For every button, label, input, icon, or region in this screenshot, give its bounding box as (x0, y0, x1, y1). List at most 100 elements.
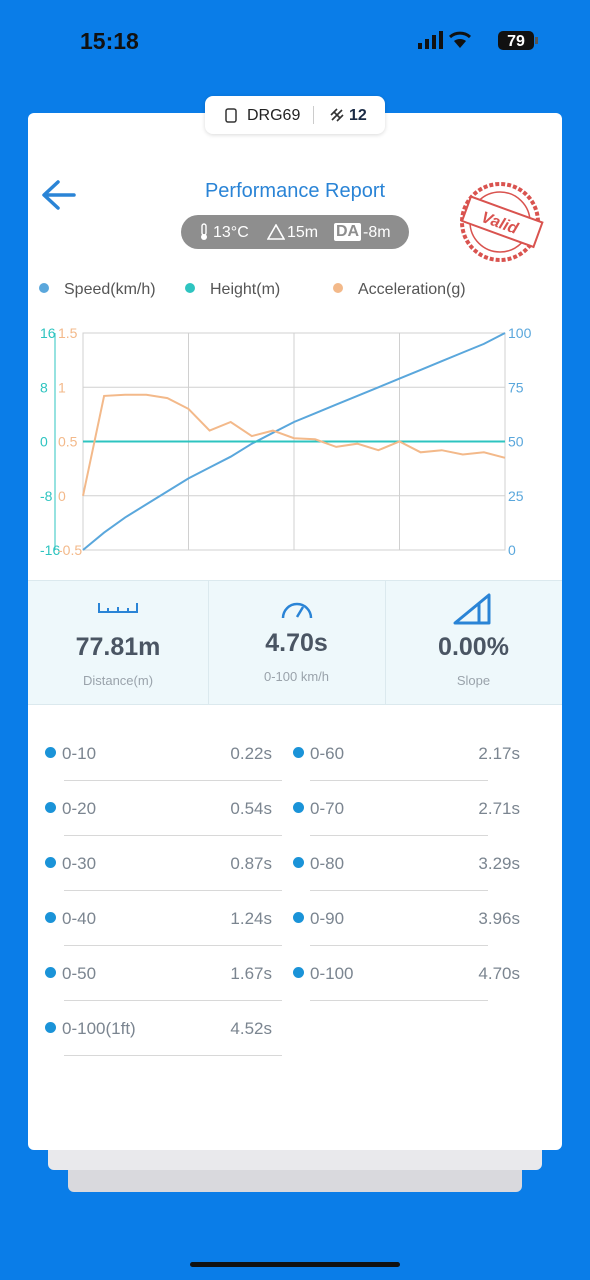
split-time: 1.67s (230, 964, 272, 983)
status-time: 15:18 (80, 28, 139, 54)
split-divider (64, 1055, 282, 1056)
split-time: 0.87s (230, 854, 272, 873)
legend-marker (39, 283, 49, 293)
split-divider (310, 835, 488, 836)
split-dot (293, 802, 304, 813)
stat-label: Slope (456, 673, 491, 688)
series-line (82, 393, 506, 497)
page-title: Performance Report (204, 180, 386, 202)
status-icons: 79 (418, 31, 538, 50)
split-divider (64, 1000, 282, 1001)
tick-label: 100 (508, 325, 532, 341)
split-time: 0.22s (230, 744, 272, 763)
tick-label: -0.5 (58, 542, 82, 558)
distance-icon (98, 603, 138, 613)
legend-label: Acceleration(g) (358, 281, 466, 298)
tick-label: 1 (58, 379, 66, 395)
split-dot (293, 967, 304, 978)
series-line (82, 332, 506, 551)
split-range: 0-90 (310, 909, 345, 928)
split-time: 2.71s (478, 799, 520, 818)
split-dot (293, 912, 304, 923)
split-dot (45, 1022, 56, 1033)
split-divider (310, 780, 488, 781)
satellite-icon (330, 108, 344, 122)
split-dot (45, 912, 56, 923)
slope-icon (453, 593, 491, 625)
tick-label: 0.5 (58, 434, 78, 450)
temperature: 13°C (213, 224, 249, 241)
split-divider (64, 835, 282, 836)
tick-label: 16 (40, 325, 56, 341)
speed-icon (281, 602, 313, 619)
thermo-icon (201, 223, 207, 240)
back-button[interactable] (40, 178, 78, 212)
split-range: 0-100 (310, 964, 354, 983)
split-time: 2.17s (478, 744, 520, 763)
split-time: 3.29s (478, 854, 520, 873)
split-divider (64, 890, 282, 891)
stat-label: Distance(m) (82, 673, 154, 688)
split-divider (64, 780, 282, 781)
chart: Speed(km/h) Height(m) Acceleration(g)-16-8… (39, 281, 532, 558)
split-dot (45, 802, 56, 813)
legend-label: Speed(km/h) (64, 281, 156, 298)
battery-level: 79 (507, 33, 525, 50)
stat-cell: 77.81m Distance(m) (28, 581, 209, 704)
home-indicator (190, 1262, 400, 1267)
satellite-count: 12 (349, 107, 367, 124)
split-range: 0-40 (62, 909, 97, 928)
split-divider (310, 890, 488, 891)
stat-value: 77.81m (75, 633, 161, 661)
valid-stamp: Valid (460, 182, 544, 262)
device-pill: DRG69 12 (205, 96, 385, 134)
tick-label: 75 (508, 379, 524, 395)
density-altitude: -8m (363, 224, 391, 241)
tick-label: 0 (58, 488, 66, 504)
split-dot (293, 747, 304, 758)
tick-label: 1.5 (58, 325, 78, 341)
stat-cell: 4.70s 0-100 km/h (208, 581, 386, 704)
stat-value: 0.00% (438, 633, 509, 661)
conditions-pill: 13°C 15m DA -8m (181, 215, 409, 249)
split-range: 0-100(1ft) (62, 1019, 136, 1038)
stat-value: 4.70s (265, 629, 328, 657)
split-dot (45, 857, 56, 868)
split-divider (310, 945, 488, 946)
split-range: 0-60 (310, 744, 345, 763)
split-dot (45, 747, 56, 758)
tick-label: -8 (40, 488, 53, 504)
split-time: 3.96s (478, 909, 520, 928)
tick-label: 8 (40, 379, 48, 395)
stats-panel: 77.81m Distance(m) 4.70s 0-100 km/h 0.00… (28, 580, 562, 705)
tick-label: 0 (508, 542, 516, 558)
split-time: 4.52s (230, 1019, 272, 1038)
split-time: 4.70s (478, 964, 520, 983)
split-range: 0-80 (310, 854, 345, 873)
tick-label: 0 (40, 434, 48, 450)
device-name: DRG69 (247, 107, 301, 124)
legend-marker (185, 283, 195, 293)
altitude-icon (267, 224, 285, 240)
split-time: 1.24s (230, 909, 272, 928)
tick-label: 50 (508, 434, 524, 450)
device-icon (225, 108, 237, 123)
split-divider (310, 1000, 488, 1001)
split-divider (64, 945, 282, 946)
da-badge: DA (334, 223, 362, 241)
split-dot (293, 857, 304, 868)
legend-marker (333, 283, 343, 293)
legend-label: Height(m) (210, 281, 280, 298)
split-dot (45, 967, 56, 978)
tick-label: 25 (508, 488, 524, 504)
altitude: 15m (287, 224, 319, 241)
split-time: 0.54s (230, 799, 272, 818)
split-range: 0-20 (62, 799, 97, 818)
split-range: 0-70 (310, 799, 345, 818)
stat-cell: 0.00% Slope (385, 581, 562, 704)
stat-label: 0-100 km/h (263, 669, 330, 684)
split-range: 0-50 (62, 964, 97, 983)
split-range: 0-10 (62, 744, 97, 763)
split-range: 0-30 (62, 854, 97, 873)
